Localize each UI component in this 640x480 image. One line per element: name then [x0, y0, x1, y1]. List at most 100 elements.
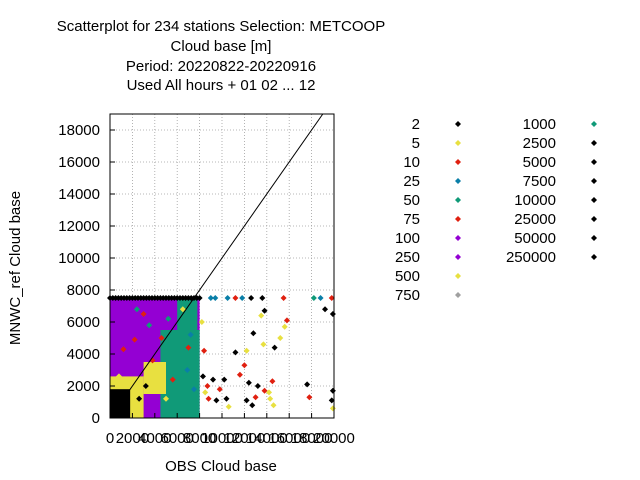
legend-entry: 25 — [403, 173, 461, 190]
legend-label: 25 — [403, 173, 420, 190]
data-point — [250, 330, 257, 337]
data-point — [328, 295, 335, 301]
legend-label: 750 — [395, 287, 420, 304]
legend-entry: 25000 — [514, 211, 597, 228]
y-tick-label: 0 — [92, 410, 100, 427]
x-tick-label: 8000 — [183, 430, 216, 447]
data-point — [329, 311, 336, 317]
legend-entry: 75 — [403, 211, 461, 228]
y-axis-label: MNWC_ref Cloud base — [7, 191, 24, 345]
data-point — [115, 373, 122, 380]
legend: 2510255075100250500750100025005000750010… — [395, 116, 597, 304]
data-point — [258, 312, 265, 319]
data-point — [241, 362, 248, 369]
x-tick-label: 18000 — [291, 430, 333, 447]
title-line-3: Period: 20220822-20220916 — [126, 58, 316, 75]
data-point — [306, 394, 313, 401]
data-point — [310, 295, 317, 301]
data-point — [224, 295, 231, 301]
legend-entry: 5000 — [523, 154, 597, 171]
data-point — [280, 295, 287, 301]
grid-lines — [110, 114, 334, 418]
legend-entry: 750 — [395, 287, 461, 304]
one-to-one-line — [109, 113, 324, 419]
x-axis-ticks: 0 200040006000800010000120001400016000180… — [106, 413, 355, 447]
data-point — [322, 306, 329, 313]
data-point — [271, 344, 278, 351]
y-tick-label: 10000 — [58, 250, 100, 267]
data-point — [329, 387, 336, 394]
legend-entry: 5 — [412, 135, 461, 152]
data-point — [179, 306, 186, 313]
data-point — [133, 306, 140, 313]
y-tick-label: 2000 — [67, 378, 100, 395]
legend-marker — [455, 140, 461, 146]
data-point — [142, 383, 149, 389]
legend-label: 5000 — [523, 154, 556, 171]
legend-label: 250 — [395, 249, 420, 266]
legend-entry: 250000 — [506, 249, 597, 266]
legend-marker — [591, 178, 597, 184]
x-tick-label: 16000 — [268, 430, 310, 447]
y-tick-label: 18000 — [58, 122, 100, 139]
data-point — [205, 395, 212, 402]
x-tick-label: 12000 — [224, 430, 266, 447]
legend-marker — [455, 292, 461, 298]
data-point — [261, 387, 268, 394]
data-point — [158, 335, 165, 341]
legend-label: 2500 — [523, 135, 556, 152]
data-point — [191, 386, 197, 393]
legend-marker — [591, 254, 597, 260]
data-point — [120, 346, 127, 353]
data-point — [163, 395, 169, 402]
title-line-2: Cloud base [m] — [171, 38, 272, 55]
legend-entry: 250 — [395, 249, 461, 266]
legend-entry: 100 — [395, 230, 461, 247]
data-point — [329, 405, 336, 412]
data-point — [243, 397, 250, 404]
legend-marker — [591, 159, 597, 165]
x-axis-label: OBS Cloud base — [165, 458, 277, 475]
legend-marker — [455, 121, 461, 127]
data-point — [207, 295, 214, 301]
data-point — [169, 376, 176, 383]
legend-entry: 2 — [412, 116, 461, 133]
legend-marker — [455, 216, 461, 222]
x-tick-label: 14000 — [246, 430, 288, 447]
chart-title: Scatterplot for 234 stations Selection: … — [57, 18, 385, 94]
data-point — [154, 370, 161, 377]
data-point — [259, 295, 266, 301]
data-point — [225, 403, 232, 410]
data-point — [184, 367, 191, 373]
data-point — [216, 386, 223, 393]
legend-label: 7500 — [523, 173, 556, 190]
data-points — [107, 295, 336, 412]
data-point — [210, 376, 217, 383]
legend-marker — [591, 235, 597, 241]
data-point — [202, 389, 209, 396]
data-point — [196, 295, 203, 301]
legend-marker — [591, 121, 597, 127]
y-tick-label: 6000 — [67, 314, 100, 331]
legend-marker — [591, 140, 597, 146]
data-point — [223, 395, 230, 402]
x-tick-label: 0 — [106, 430, 114, 447]
data-point — [232, 349, 239, 356]
data-point — [260, 341, 267, 348]
x-tick-label: 2000 — [116, 430, 149, 447]
x-tick-label: 20000 — [313, 430, 355, 447]
data-point — [252, 394, 259, 401]
data-point — [243, 347, 250, 354]
title-line-1: Scatterplot for 234 stations Selection: … — [57, 18, 385, 35]
legend-label: 10000 — [514, 192, 556, 209]
title-line-4: Used All hours + 01 02 ... 12 — [127, 77, 316, 94]
legend-entry: 10 — [403, 154, 461, 171]
data-point — [201, 347, 208, 354]
data-point — [266, 389, 273, 396]
legend-label: 5 — [412, 135, 420, 152]
legend-label: 10 — [403, 154, 420, 171]
data-point — [269, 378, 276, 385]
legend-label: 100 — [395, 230, 420, 247]
legend-label: 25000 — [514, 211, 556, 228]
